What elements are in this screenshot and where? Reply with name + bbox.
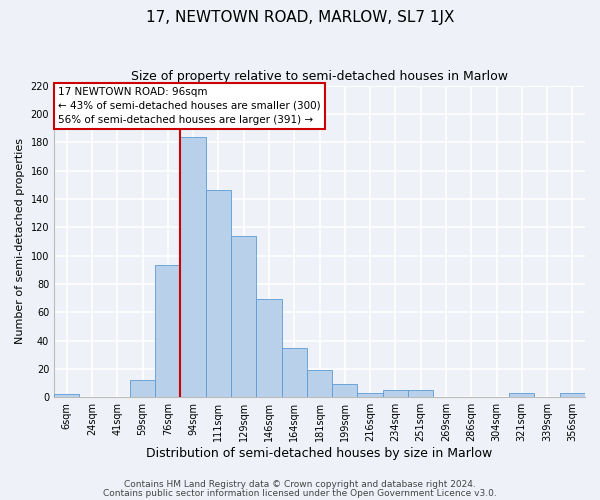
Bar [332,384,358,397]
Bar [231,236,256,397]
Bar [155,266,181,397]
Y-axis label: Number of semi-detached properties: Number of semi-detached properties [15,138,25,344]
Bar [307,370,332,397]
Bar [383,390,408,397]
Bar [281,348,307,397]
Bar [206,190,231,397]
Bar [408,390,433,397]
Bar [509,393,535,397]
X-axis label: Distribution of semi-detached houses by size in Marlow: Distribution of semi-detached houses by … [146,447,493,460]
Bar [54,394,79,397]
Text: 17 NEWTOWN ROAD: 96sqm
← 43% of semi-detached houses are smaller (300)
56% of se: 17 NEWTOWN ROAD: 96sqm ← 43% of semi-det… [58,87,320,125]
Bar [181,136,206,397]
Bar [256,300,281,397]
Text: Contains HM Land Registry data © Crown copyright and database right 2024.: Contains HM Land Registry data © Crown c… [124,480,476,489]
Bar [358,393,383,397]
Bar [130,380,155,397]
Title: Size of property relative to semi-detached houses in Marlow: Size of property relative to semi-detach… [131,70,508,83]
Text: Contains public sector information licensed under the Open Government Licence v3: Contains public sector information licen… [103,488,497,498]
Bar [560,393,585,397]
Text: 17, NEWTOWN ROAD, MARLOW, SL7 1JX: 17, NEWTOWN ROAD, MARLOW, SL7 1JX [146,10,454,25]
